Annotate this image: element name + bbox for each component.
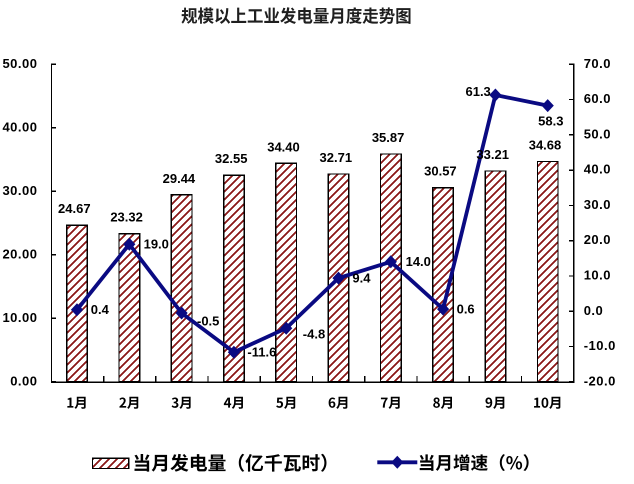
svg-text:19.0: 19.0	[144, 237, 169, 252]
svg-text:30.0: 30.0	[584, 197, 611, 212]
svg-text:32.71: 32.71	[320, 150, 353, 165]
svg-text:0.00: 0.00	[10, 373, 37, 388]
svg-text:14.0: 14.0	[406, 254, 431, 269]
svg-text:60.0: 60.0	[584, 91, 611, 106]
svg-text:0.4: 0.4	[91, 302, 110, 317]
svg-text:0.0: 0.0	[584, 303, 604, 318]
svg-text:0.6: 0.6	[457, 302, 475, 317]
svg-text:29.44: 29.44	[163, 171, 196, 186]
svg-text:-0.5: -0.5	[197, 314, 219, 329]
svg-text:40.0: 40.0	[584, 162, 611, 177]
svg-text:34.40: 34.40	[267, 139, 300, 154]
svg-text:-20.0: -20.0	[584, 373, 616, 388]
svg-text:9.4: 9.4	[352, 271, 371, 286]
svg-text:32.55: 32.55	[215, 151, 248, 166]
svg-text:50.00: 50.00	[2, 56, 37, 71]
svg-text:20.0: 20.0	[584, 232, 611, 247]
svg-text:58.3: 58.3	[538, 113, 563, 128]
svg-text:23.32: 23.32	[110, 210, 143, 225]
svg-text:-11.6: -11.6	[247, 345, 276, 360]
svg-text:30.00: 30.00	[2, 183, 37, 198]
svg-text:50.0: 50.0	[584, 126, 611, 141]
svg-text:35.87: 35.87	[372, 130, 405, 145]
svg-text:10.00: 10.00	[2, 310, 37, 325]
svg-text:61.3: 61.3	[465, 84, 490, 99]
svg-text:20.00: 20.00	[2, 246, 37, 261]
svg-text:-10.0: -10.0	[584, 338, 616, 353]
svg-text:70.0: 70.0	[584, 56, 611, 71]
svg-text:33.21: 33.21	[476, 147, 509, 162]
svg-text:40.00: 40.00	[2, 119, 37, 134]
svg-text:24.67: 24.67	[58, 201, 91, 216]
svg-text:34.68: 34.68	[529, 138, 562, 153]
svg-text:10.0: 10.0	[584, 268, 611, 283]
svg-text:30.57: 30.57	[424, 164, 457, 179]
svg-text:-4.8: -4.8	[303, 327, 325, 342]
